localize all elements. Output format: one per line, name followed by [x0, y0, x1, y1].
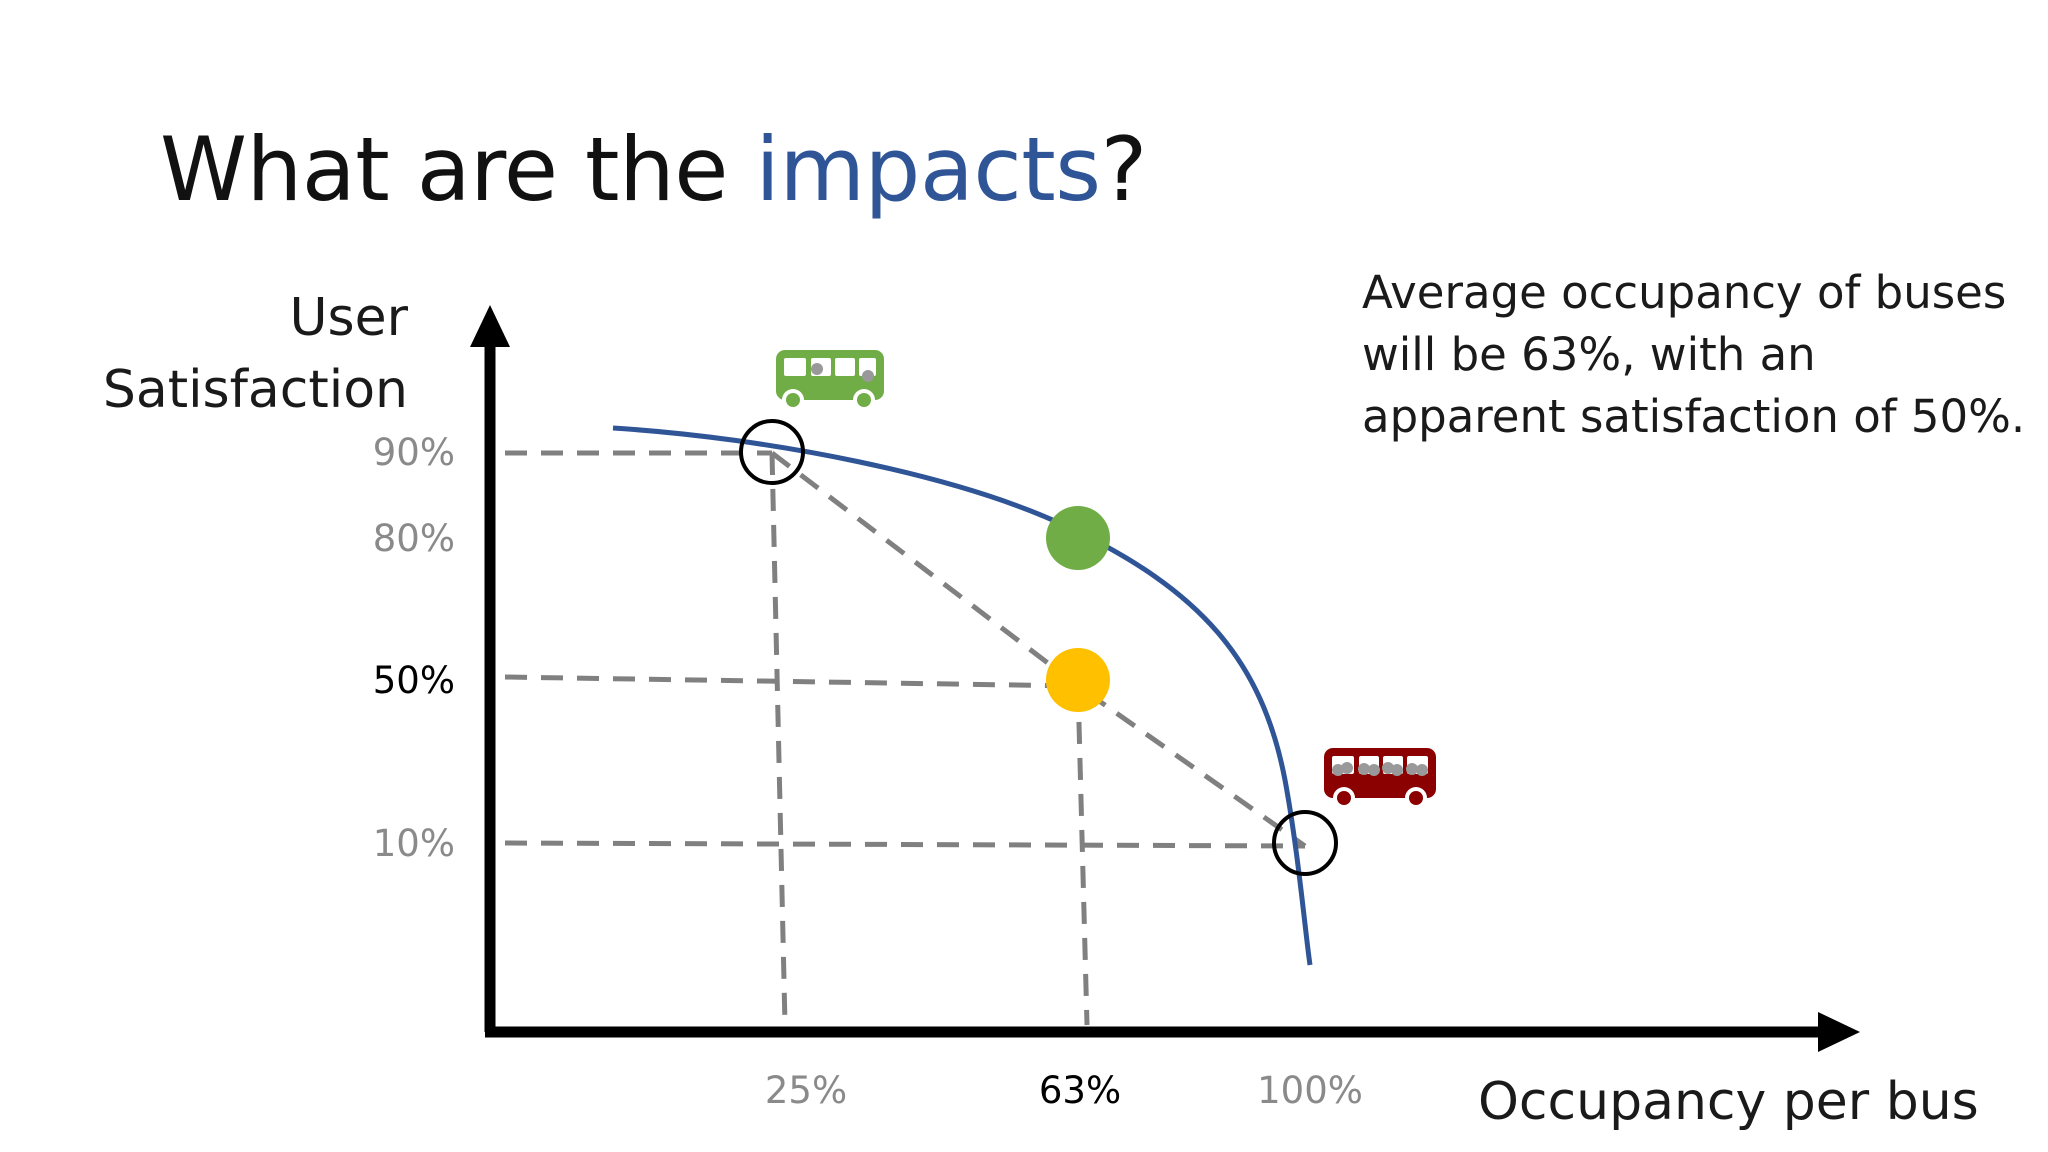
y-axis-label-line: Satisfaction — [102, 360, 408, 420]
points — [739, 419, 1338, 876]
x-tick-label: 25% — [765, 1069, 847, 1112]
title-accent: impacts — [755, 118, 1101, 221]
bus-icon-crowded — [1324, 748, 1436, 809]
guide-vertical-25 — [769, 452, 788, 1026]
x-axis-arrow — [1818, 1012, 1860, 1052]
guide-vertical-63 — [1075, 685, 1090, 1026]
title-prefix: What are the — [160, 118, 756, 221]
title-suffix: ? — [1100, 118, 1148, 221]
slide-title: What are the impacts? — [160, 118, 1147, 221]
y-tick-label: 90% — [373, 431, 455, 474]
guide-diagonal — [770, 451, 1307, 849]
x-tick-label: 63% — [1039, 1069, 1121, 1112]
y-axis-label: User Satisfaction — [103, 282, 408, 426]
y-tick-labels: 90% 80% 50% 10% — [373, 431, 455, 865]
x-tick-label: 100% — [1257, 1069, 1363, 1112]
note-line: will be 63%, with an — [1362, 328, 1816, 381]
note-line: apparent satisfaction of 50%. — [1362, 390, 2026, 443]
y-axis-label-line: User — [289, 288, 408, 348]
point-curve-average — [1046, 506, 1110, 570]
note-line: Average occupancy of buses — [1362, 266, 2007, 319]
dashed-guides — [504, 450, 1307, 1026]
y-tick-label: 50% — [373, 659, 455, 702]
note-text: Average occupancy of buses will be 63%, … — [1362, 262, 2025, 448]
guide-horizontal-50 — [504, 674, 1079, 689]
point-apparent-satisfaction — [1046, 648, 1110, 712]
y-axis-arrow — [470, 305, 510, 347]
point-high-occupancy — [1272, 810, 1338, 876]
y-tick-label: 80% — [373, 517, 455, 560]
axes — [470, 305, 1860, 1052]
x-tick-labels: 25% 63% 100% — [765, 1069, 1363, 1112]
guide-horizontal-10 — [504, 840, 1306, 849]
point-low-occupancy — [739, 419, 805, 485]
satisfaction-curve — [612, 425, 1313, 966]
x-axis-label: Occupancy per bus — [1478, 1072, 1979, 1132]
y-tick-label: 10% — [373, 822, 455, 865]
bus-icon-empty — [776, 350, 884, 411]
